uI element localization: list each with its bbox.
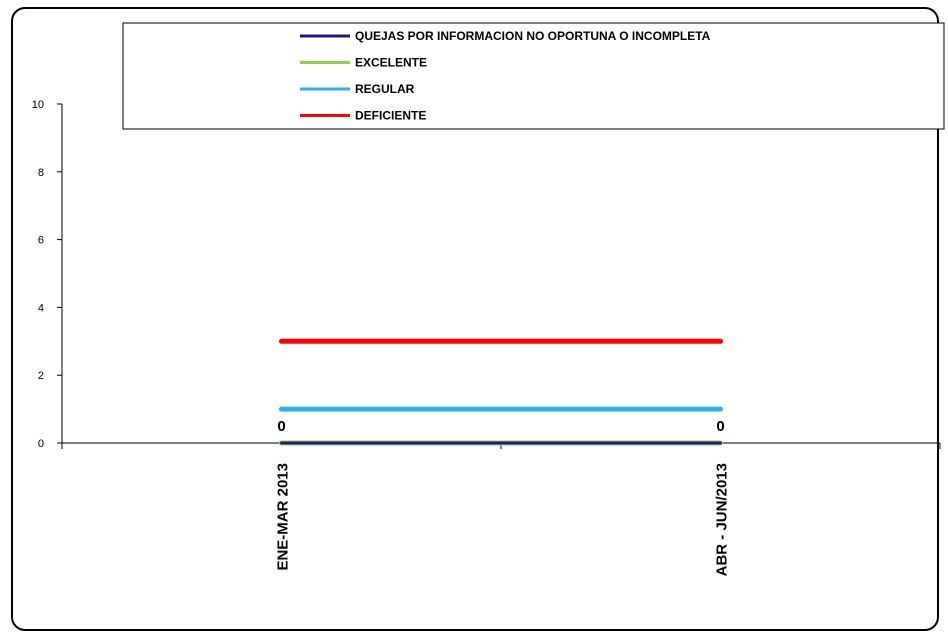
x-category-label: ABR - JUN/2013 (714, 463, 731, 576)
data-label: 0 (716, 418, 724, 435)
legend-label: DEFICIENTE (355, 109, 426, 123)
y-tick-label: 0 (38, 438, 44, 450)
legend-label: QUEJAS POR INFORMACION NO OPORTUNA O INC… (355, 29, 711, 43)
y-tick-label: 4 (38, 302, 44, 314)
x-axis: ENE-MAR 2013 ABR - JUN/2013 (61, 442, 941, 576)
y-axis: 0 2 4 6 8 10 (32, 99, 63, 450)
legend-box (122, 22, 945, 130)
y-tick-label: 6 (38, 235, 44, 247)
data-label: 0 (277, 418, 285, 435)
legend-label: REGULAR (355, 82, 415, 96)
legend-label: EXCELENTE (355, 56, 427, 70)
y-tick-label: 8 (38, 167, 44, 179)
x-category-label: ENE-MAR 2013 (275, 463, 292, 571)
series (279, 338, 723, 446)
y-tick-label: 10 (32, 99, 44, 111)
legend: QUEJAS POR INFORMACION NO OPORTUNA O INC… (300, 29, 711, 123)
y-tick-label: 2 (38, 370, 44, 382)
